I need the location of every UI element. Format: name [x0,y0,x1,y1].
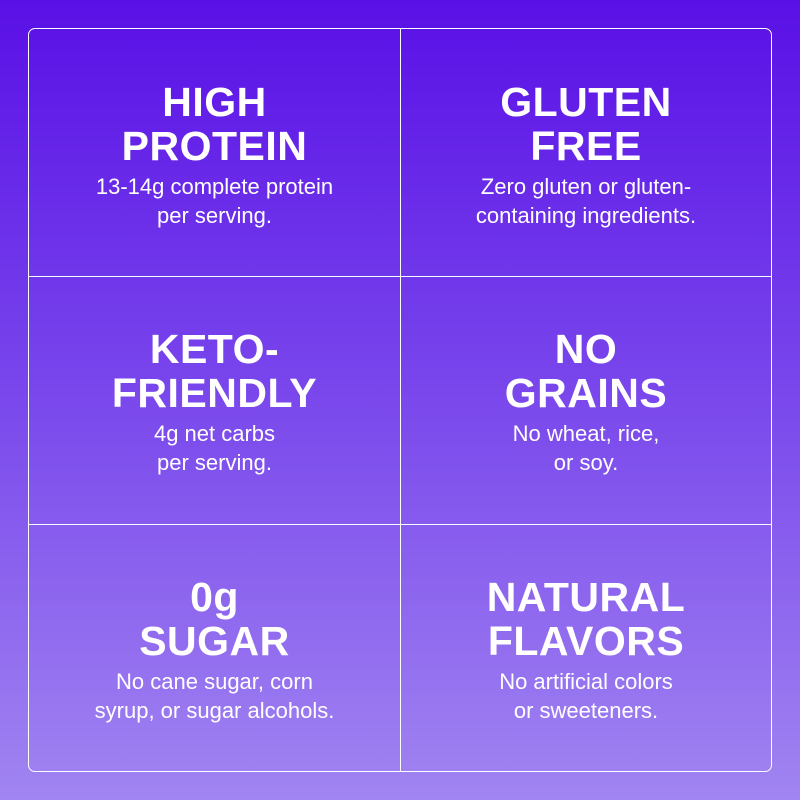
title-line: FREE [530,122,642,169]
title-line: 0g [190,573,239,620]
feature-description: 4g net carbs per serving. [154,419,275,477]
description-line: No wheat, rice, [512,421,660,447]
title-line: NATURAL [486,573,686,620]
description-line: No cane sugar, corn [116,668,313,694]
title-line: GRAINS [504,370,668,417]
feature-title: NATURAL FLAVORS [487,575,686,663]
feature-cell: KETO- FRIENDLY 4g net carbs per serving. [29,276,400,523]
title-line: KETO- [149,326,280,373]
title-line: GLUTEN [500,78,672,125]
description-line: Zero gluten or gluten- [480,173,692,199]
feature-title: HIGH PROTEIN [122,80,308,168]
description-line: or soy. [553,450,619,476]
feature-title: NO GRAINS [505,327,667,415]
feature-title: KETO- FRIENDLY [112,327,317,415]
feature-cell: NO GRAINS No wheat, rice, or soy. [400,276,771,524]
feature-title: 0g SUGAR [139,575,290,663]
feature-description: No artificial colors or sweeteners. [499,667,673,725]
feature-description: Zero gluten or gluten-containing ingredi… [476,172,696,230]
feature-description: No wheat, rice, or soy. [513,419,660,477]
feature-cell: NATURAL FLAVORS No artificial colors or swe… [400,523,771,771]
feature-title: GLUTEN FREE [500,80,672,168]
feature-grid: HIGH PROTEIN 13-14g complete protein per se… [28,28,772,772]
title-line: SUGAR [139,617,290,664]
feature-cell: GLUTEN FREE Zero gluten or gluten-containi… [400,29,771,277]
feature-description: No cane sugar, corn syrup, or sugar alcoh… [95,667,335,725]
description-line: per serving. [157,450,272,476]
feature-description: 13-14g complete protein per serving. [96,172,333,230]
description-line: 13-14g complete protein [95,173,334,199]
title-line: NO [554,326,618,373]
feature-cell: HIGH PROTEIN 13-14g complete protein per se… [29,29,400,276]
title-line: HIGH [162,78,267,125]
title-line: FRIENDLY [111,370,318,417]
feature-cell: 0g SUGAR No cane sugar, corn syrup, or suga… [29,523,400,771]
description-line: syrup, or sugar alcohols. [94,697,335,723]
description-line: or sweeteners. [513,697,659,723]
title-line: PROTEIN [121,122,308,169]
description-line: containing ingredients. [475,202,697,228]
title-line: FLAVORS [487,617,685,664]
description-line: No artificial colors [499,668,673,694]
description-line: 4g net carbs [153,421,276,447]
description-line: per serving. [157,202,272,228]
